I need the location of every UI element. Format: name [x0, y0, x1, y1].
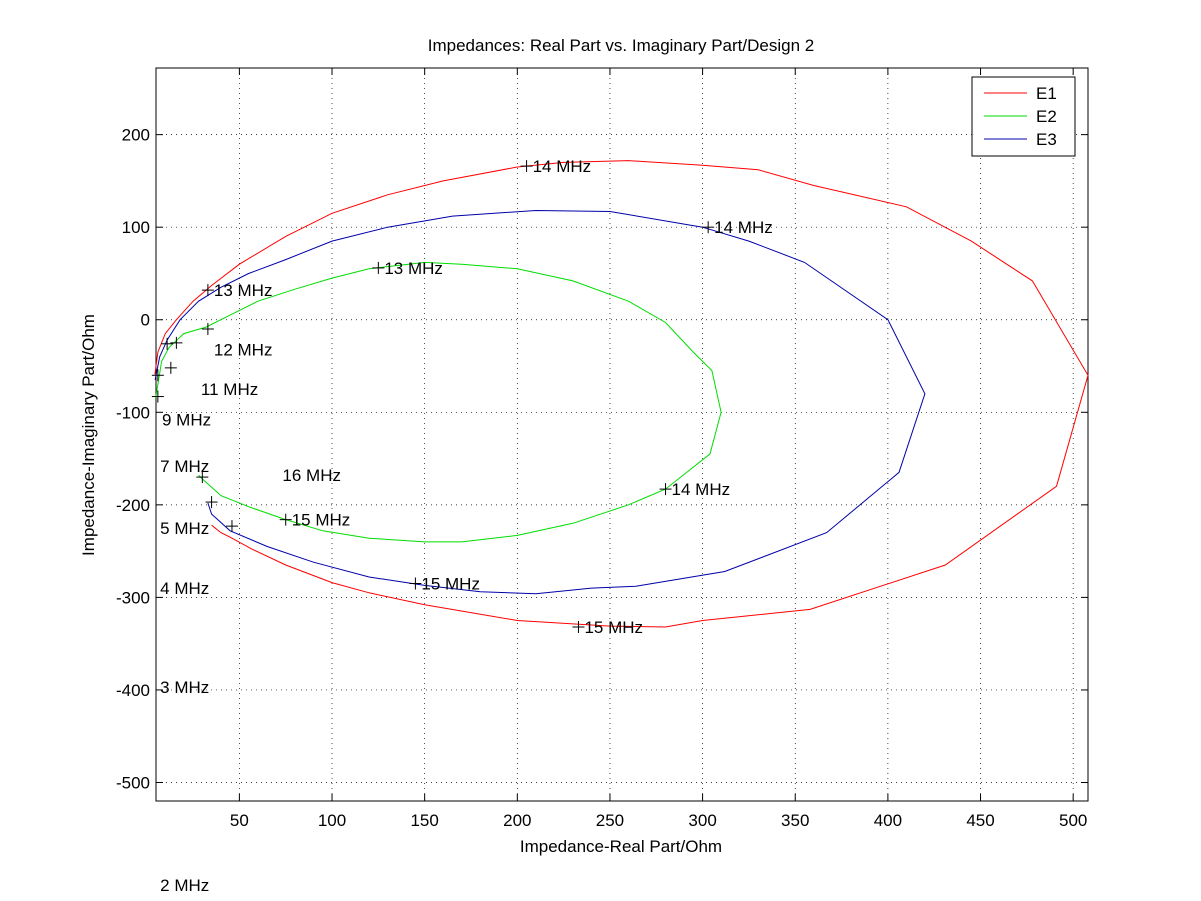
y-tick-label: 100 — [122, 218, 150, 237]
frequency-annotation: 4 MHz — [160, 579, 209, 598]
series-e2-line — [155, 261, 722, 543]
frequency-marker — [170, 336, 183, 349]
series-e3-line — [154, 209, 926, 595]
frequency-annotation: 15 MHz — [584, 618, 643, 637]
frequency-annotation: 7 MHz — [160, 457, 209, 476]
x-tick-label: 400 — [874, 811, 902, 830]
frequency-marker — [702, 221, 715, 234]
frequency-annotation: 15 MHz — [421, 575, 480, 594]
frequency-marker — [151, 369, 164, 382]
marker-layer — [151, 160, 715, 634]
series-layer — [154, 160, 1089, 628]
frequency-marker — [409, 577, 422, 590]
frequency-annotation: 15 MHz — [292, 511, 351, 530]
x-tick-label: 350 — [781, 811, 809, 830]
y-tick-label: -200 — [116, 496, 150, 515]
frequency-annotation: 11 MHz — [201, 380, 258, 399]
frequency-marker — [201, 284, 214, 297]
legend-label: E2 — [1036, 107, 1057, 126]
legend-label: E1 — [1036, 84, 1057, 103]
legend: E1 E2 E3 — [971, 76, 1076, 157]
x-tick-label: 200 — [503, 811, 531, 830]
frequency-annotation: 16 MHz — [282, 466, 341, 485]
x-tick-label: 450 — [966, 811, 994, 830]
x-tick-label: 300 — [688, 811, 716, 830]
frequency-annotation: 14 MHz — [714, 218, 773, 237]
y-tick-label: 200 — [122, 126, 150, 145]
frequency-marker — [151, 390, 164, 403]
frequency-marker — [659, 483, 672, 496]
legend-label: E3 — [1036, 130, 1057, 149]
frequency-annotation: 3 MHz — [160, 678, 209, 697]
legend-item-e1: E1 — [984, 84, 1057, 103]
y-axis-label: Impedance-Imaginary Part/Ohm — [79, 314, 98, 556]
plot-frame — [155, 67, 1089, 802]
grid — [156, 68, 1088, 801]
y-tick-label: 0 — [141, 311, 150, 330]
legend-item-e3: E3 — [984, 130, 1057, 149]
frequency-annotation: 12 MHz — [214, 340, 273, 359]
frequency-marker — [572, 621, 585, 634]
frequency-marker — [196, 471, 209, 484]
frequency-marker — [164, 361, 177, 374]
x-tick-label: 150 — [410, 811, 438, 830]
frequency-annotation: 5 MHz — [160, 519, 209, 538]
y-tick-label: -300 — [116, 588, 150, 607]
y-tick-label: -100 — [116, 403, 150, 422]
x-axis-label: Impedance-Real Part/Ohm — [520, 837, 722, 856]
frequency-marker — [520, 160, 533, 173]
frequency-marker — [372, 261, 385, 274]
frequency-marker — [201, 322, 214, 335]
series-e1-line — [154, 160, 1089, 628]
frequency-annotation: 14 MHz — [672, 480, 731, 499]
frequency-annotation: 2 MHz — [160, 876, 209, 895]
x-tick-label: 100 — [318, 811, 346, 830]
y-tick-label: -400 — [116, 681, 150, 700]
frequency-annotation: 13 MHz — [384, 259, 443, 278]
frequency-annotation: 14 MHz — [533, 157, 592, 176]
y-tick-label: -500 — [116, 773, 150, 792]
x-tick-label: 250 — [596, 811, 624, 830]
legend-item-e2: E2 — [984, 107, 1057, 126]
frequency-annotation: 9 MHz — [162, 411, 211, 430]
frequency-marker — [205, 496, 218, 509]
x-tick-label: 50 — [230, 811, 249, 830]
ticks: 50 100 150 200 250 300 350 400 450 500 200 100 0 -100… — [116, 68, 1088, 830]
frequency-marker — [161, 337, 174, 350]
frequency-marker — [279, 513, 292, 526]
x-tick-label: 500 — [1059, 811, 1087, 830]
chart-title: Impedances: Real Part vs. Imaginary Part… — [428, 36, 814, 55]
frequency-annotation: 13 MHz — [214, 281, 273, 300]
annotation-layer: 13 MHz 14 MHz 14 MHz 13 MHz 12 MHz 11 MHz 9 MH… — [160, 157, 773, 895]
frequency-marker — [225, 520, 238, 533]
